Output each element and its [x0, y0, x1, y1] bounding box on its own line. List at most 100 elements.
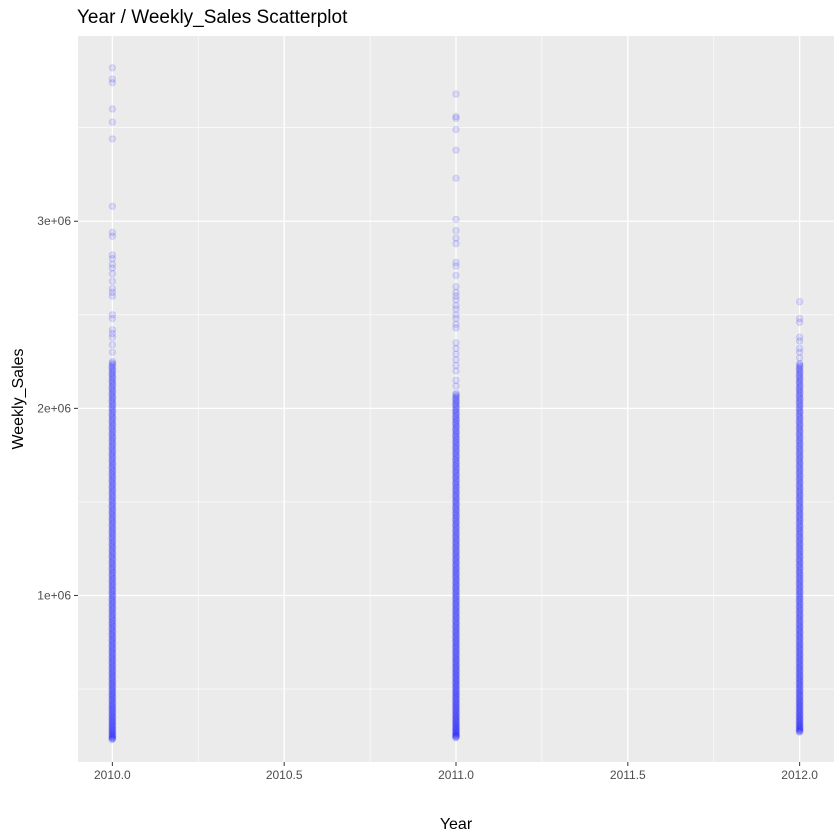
- data-point: [795, 608, 803, 617]
- data-point: [108, 735, 116, 744]
- data-point: [108, 326, 117, 334]
- chart-title: Year / Weekly_Sales Scatterplot: [77, 7, 348, 28]
- data-point: [796, 507, 804, 516]
- data-point: [452, 296, 460, 304]
- data-point: [108, 564, 116, 573]
- data-point: [795, 531, 803, 539]
- data-point: [452, 687, 460, 695]
- data-point: [795, 394, 804, 402]
- data-point: [108, 516, 117, 524]
- data-point: [452, 483, 461, 491]
- data-point: [452, 699, 460, 708]
- data-point: [452, 114, 460, 123]
- data-point: [108, 709, 117, 718]
- data-point: [108, 538, 117, 547]
- data-point: [795, 380, 804, 389]
- data-point: [796, 723, 804, 732]
- data-point: [452, 591, 460, 600]
- data-point: [452, 447, 461, 455]
- data-point: [795, 435, 804, 444]
- data-point: [452, 405, 460, 414]
- data-point: [108, 511, 116, 519]
- data-point: [796, 617, 804, 626]
- data-point: [452, 471, 461, 479]
- data-point: [796, 366, 804, 374]
- data-point: [795, 426, 804, 435]
- data-point: [452, 713, 461, 722]
- data-point: [795, 698, 804, 706]
- data-point: [108, 476, 116, 484]
- data-point: [108, 389, 117, 397]
- data-point: [796, 528, 804, 537]
- data-point: [452, 730, 460, 738]
- data-point: [795, 391, 803, 399]
- data-point: [108, 684, 117, 693]
- data-point: [795, 486, 804, 495]
- data-point: [452, 546, 460, 554]
- data-point: [452, 418, 460, 426]
- data-point: [795, 471, 804, 479]
- data-point: [795, 543, 803, 551]
- data-point: [795, 505, 804, 513]
- data-point: [108, 269, 117, 278]
- data-point: [108, 526, 117, 534]
- data-point: [109, 586, 117, 595]
- data-point: [452, 90, 460, 98]
- data-point: [795, 480, 804, 488]
- data-point: [795, 458, 804, 467]
- data-point: [452, 691, 461, 699]
- data-point: [452, 459, 461, 467]
- data-point: [795, 449, 803, 458]
- data-point: [452, 675, 460, 684]
- data-point: [795, 636, 803, 645]
- data-point: [796, 520, 804, 528]
- data-point: [108, 696, 116, 704]
- data-point: [108, 413, 116, 421]
- data-point: [796, 379, 804, 388]
- data-point: [795, 699, 803, 707]
- data-point: [796, 690, 804, 698]
- data-point: [108, 383, 116, 392]
- data-point: [452, 590, 460, 598]
- data-point: [796, 431, 804, 440]
- data-point: [108, 399, 116, 408]
- data-point: [452, 667, 460, 676]
- data-point: [452, 724, 460, 732]
- data-point: [796, 362, 804, 370]
- data-point: [795, 708, 803, 717]
- data-point: [109, 556, 117, 564]
- data-point: [451, 419, 460, 427]
- data-point: [108, 715, 116, 724]
- data-point: [108, 378, 117, 386]
- data-point: [109, 421, 117, 429]
- data-point: [795, 679, 803, 687]
- data-point: [108, 363, 116, 371]
- data-point: [796, 656, 804, 664]
- data-point: [452, 540, 460, 549]
- data-point: [108, 608, 117, 616]
- data-point: [452, 728, 460, 736]
- data-point: [795, 515, 804, 523]
- data-point: [108, 679, 117, 687]
- data-point: [795, 318, 804, 326]
- data-point: [452, 722, 461, 730]
- data-point: [796, 604, 804, 612]
- data-point: [796, 562, 804, 571]
- data-point: [451, 572, 460, 581]
- data-point: [108, 719, 117, 727]
- data-point: [108, 384, 117, 393]
- data-point: [452, 731, 460, 740]
- data-point: [108, 445, 117, 453]
- data-point: [795, 384, 803, 393]
- data-point: [795, 387, 804, 395]
- data-point: [452, 662, 460, 671]
- data-point: [108, 703, 116, 711]
- data-point: [452, 514, 460, 522]
- data-point: [452, 490, 460, 498]
- data-point: [452, 676, 461, 685]
- data-point: [109, 401, 117, 409]
- data-point: [452, 729, 461, 738]
- data-point: [795, 462, 803, 471]
- data-point: [109, 407, 117, 416]
- data-point: [452, 559, 461, 567]
